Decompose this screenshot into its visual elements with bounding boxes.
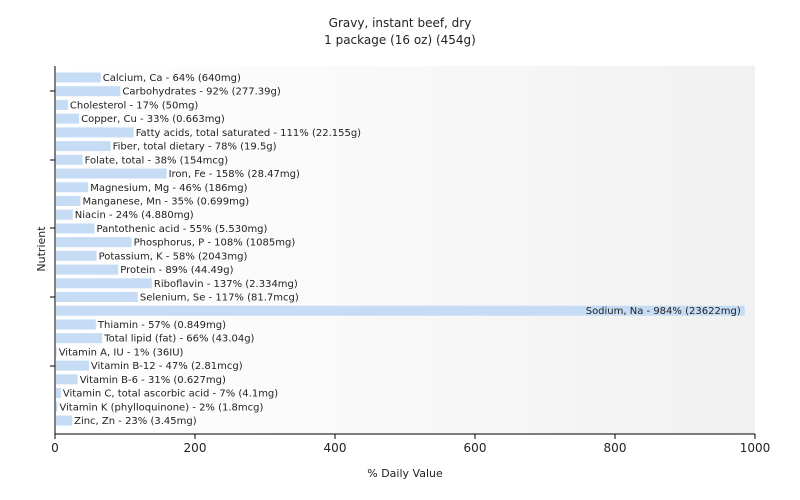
bar	[56, 223, 95, 234]
bar	[56, 141, 111, 152]
bar-label: Carbohydrates - 92% (277.39g)	[122, 87, 280, 98]
chart-title: Gravy, instant beef, dry	[329, 16, 472, 30]
bar	[56, 319, 96, 330]
bar-label: Fiber, total dietary - 78% (19.5g)	[113, 142, 277, 153]
bar-label: Vitamin B-6 - 31% (0.627mg)	[80, 375, 226, 386]
bar	[56, 154, 83, 165]
bar-label: Total lipid (fat) - 66% (43.04g)	[103, 334, 254, 345]
bar-label: Protein - 89% (44.49g)	[120, 265, 233, 276]
bar-label: Sodium, Na - 984% (23622mg)	[586, 306, 741, 317]
x-tick-label: 1000	[740, 441, 771, 455]
bar	[56, 250, 97, 261]
y-axis-label: Nutrient	[35, 226, 48, 272]
y-axis-ticks	[50, 90, 55, 367]
bar	[56, 415, 73, 426]
bar-label: Cholesterol - 17% (50mg)	[70, 100, 199, 111]
bar	[56, 346, 57, 357]
bar	[56, 401, 58, 412]
bar	[56, 360, 89, 371]
bar-label: Vitamin K (phylloquinone) - 2% (1.8mcg)	[59, 402, 263, 413]
bar-label: Fatty acids, total saturated - 111% (22.…	[136, 128, 361, 139]
bars-group	[56, 72, 745, 426]
bar-label: Vitamin B-12 - 47% (2.81mcg)	[91, 361, 243, 372]
bar	[56, 127, 134, 138]
bar	[56, 99, 68, 110]
bar	[56, 292, 138, 303]
bar-label: Folate, total - 38% (154mcg)	[85, 155, 229, 166]
x-tick-label: 200	[184, 441, 207, 455]
bar-label: Vitamin C, total ascorbic acid - 7% (4.1…	[63, 389, 278, 400]
bar-label: Thiamin - 57% (0.849mg)	[97, 320, 226, 331]
bar-label: Manganese, Mn - 35% (0.699mg)	[83, 196, 250, 207]
bar-label: Selenium, Se - 117% (81.7mcg)	[140, 293, 299, 304]
plot-area	[55, 66, 755, 434]
bar-label: Riboflavin - 137% (2.334mg)	[154, 279, 298, 290]
bar	[56, 278, 152, 289]
bar-label: Zinc, Zn - 23% (3.45mg)	[74, 416, 197, 427]
x-axis-label: % Daily Value	[367, 467, 443, 480]
bar	[56, 86, 121, 97]
bar-label: Vitamin A, IU - 1% (36IU)	[59, 347, 184, 358]
bar	[56, 195, 81, 206]
bar	[56, 374, 78, 385]
bar	[56, 113, 80, 124]
bar	[56, 237, 132, 248]
bar-label: Potassium, K - 58% (2043mg)	[99, 251, 248, 262]
bar-label: Iron, Fe - 158% (28.47mg)	[169, 169, 300, 180]
bar	[56, 209, 73, 220]
bar-label: Calcium, Ca - 64% (640mg)	[103, 73, 241, 84]
x-tick-label: 800	[604, 441, 627, 455]
bar	[56, 168, 167, 179]
bar	[56, 264, 119, 275]
bar-label: Copper, Cu - 33% (0.663mg)	[81, 114, 225, 125]
bar-label: Pantothenic acid - 55% (5.530mg)	[97, 224, 268, 235]
x-tick-label: 400	[324, 441, 347, 455]
bar-label: Niacin - 24% (4.880mg)	[75, 210, 194, 221]
bar-labels-group: Calcium, Ca - 64% (640mg) Carbohydrates -…	[59, 73, 741, 427]
chart-subtitle: 1 package (16 oz) (454g)	[324, 33, 476, 47]
bar	[56, 182, 89, 193]
bar	[56, 72, 101, 83]
x-tick-label: 600	[464, 441, 487, 455]
bar-label: Magnesium, Mg - 46% (186mg)	[90, 183, 247, 194]
x-tick-label: 0	[51, 441, 59, 455]
bar-label: Phosphorus, P - 108% (1085mg)	[134, 238, 296, 249]
bar	[56, 305, 745, 316]
x-axis-ticks: 0 200 400 600 800 1000	[51, 434, 770, 455]
bar	[56, 333, 103, 344]
bar	[56, 388, 61, 399]
